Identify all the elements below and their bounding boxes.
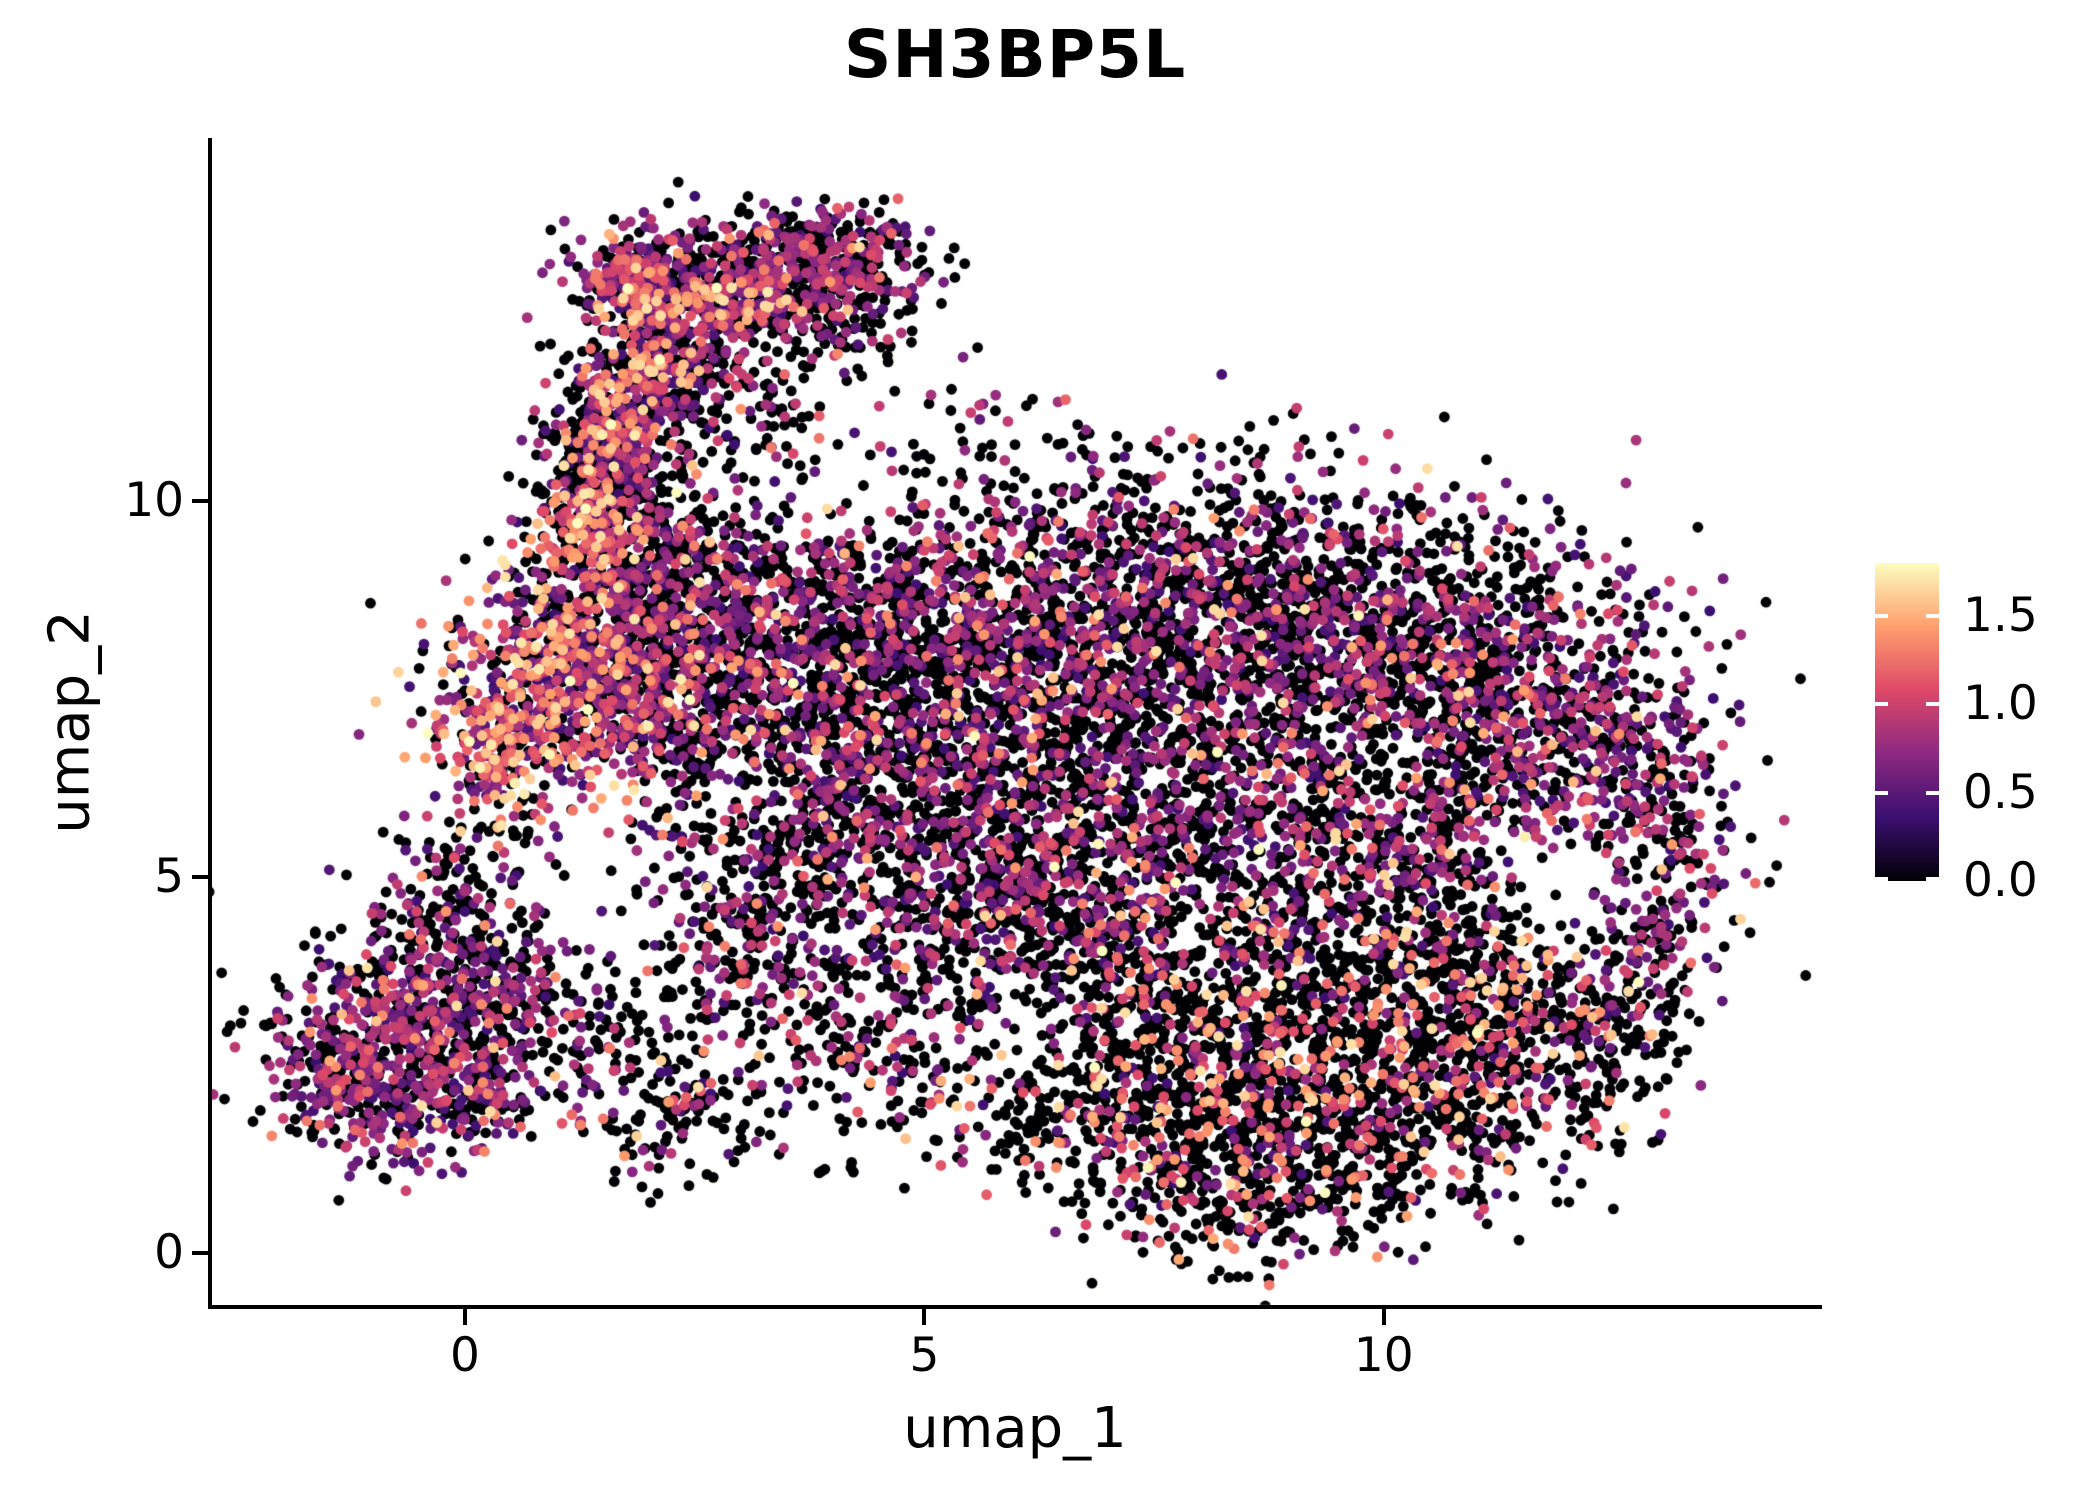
colorbar-tick-mark [1926, 877, 1939, 881]
x-tick-mark [922, 1309, 927, 1325]
x-tick-mark [1381, 1309, 1386, 1325]
colorbar-tick-mark [1875, 614, 1888, 618]
x-axis-label: umap_1 [903, 1396, 1127, 1461]
colorbar-tick-label: 1.5 [1963, 588, 2038, 643]
y-tick-mark [192, 875, 208, 879]
colorbar-gradient [1875, 563, 1939, 881]
plot-title: SH3BP5L [843, 16, 1187, 93]
y-axis-line [208, 138, 212, 1309]
y-tick-label: 10 [124, 472, 184, 528]
colorbar-tick-label: 0.5 [1963, 764, 2038, 820]
colorbar-tick-mark [1926, 702, 1939, 707]
colorbar-tick-mark [1926, 790, 1939, 795]
y-tick-mark [192, 498, 208, 503]
x-tick-label: 10 [1353, 1328, 1414, 1383]
y-tick-label: 5 [154, 849, 184, 904]
colorbar-tick-mark [1875, 877, 1888, 881]
colorbar-tick-mark [1875, 790, 1888, 795]
x-tick-label: 0 [450, 1328, 480, 1383]
colorbar-tick-mark [1875, 702, 1888, 707]
colorbar-tick-label: 0.0 [1963, 853, 2038, 908]
colorbar [1875, 563, 1939, 881]
colorbar-tick-mark [1926, 614, 1939, 618]
colorbar-tick-label: 1.0 [1963, 676, 2038, 732]
y-tick-mark [192, 1251, 208, 1256]
y-axis-label: umap_2 [37, 610, 103, 834]
x-axis-line [208, 1305, 1822, 1309]
x-tick-label: 5 [909, 1328, 940, 1383]
y-tick-label: 0 [154, 1225, 184, 1281]
x-tick-mark [462, 1309, 467, 1325]
